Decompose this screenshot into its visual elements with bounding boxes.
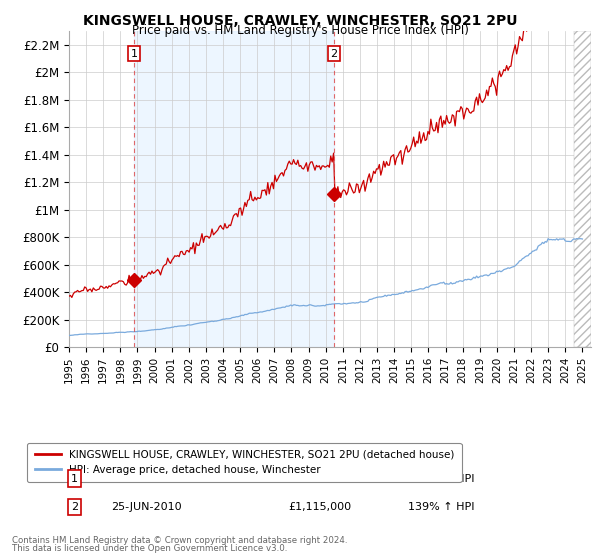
Text: 1: 1 [130,49,137,59]
Text: 2: 2 [331,49,338,59]
Text: 1: 1 [71,474,78,483]
Text: Price paid vs. HM Land Registry's House Price Index (HPI): Price paid vs. HM Land Registry's House … [131,24,469,37]
Text: 2: 2 [71,502,78,512]
Polygon shape [574,31,591,347]
Bar [134,31,334,347]
Text: KINGSWELL HOUSE, CRAWLEY, WINCHESTER, SO21 2PU: KINGSWELL HOUSE, CRAWLEY, WINCHESTER, SO… [83,14,517,28]
Text: This data is licensed under the Open Government Licence v3.0.: This data is licensed under the Open Gov… [12,544,287,553]
Text: 139% ↑ HPI: 139% ↑ HPI [409,502,475,512]
Text: £490,000: £490,000 [288,474,341,483]
Text: £1,115,000: £1,115,000 [288,502,352,512]
Legend: KINGSWELL HOUSE, CRAWLEY, WINCHESTER, SO21 2PU (detached house), HPI: Average pr: KINGSWELL HOUSE, CRAWLEY, WINCHESTER, SO… [27,442,461,482]
Text: 25-JUN-2010: 25-JUN-2010 [111,502,181,512]
Text: 13-OCT-1998: 13-OCT-1998 [111,474,184,483]
Text: Contains HM Land Registry data © Crown copyright and database right 2024.: Contains HM Land Registry data © Crown c… [12,536,347,545]
Text: 162% ↑ HPI: 162% ↑ HPI [409,474,475,483]
